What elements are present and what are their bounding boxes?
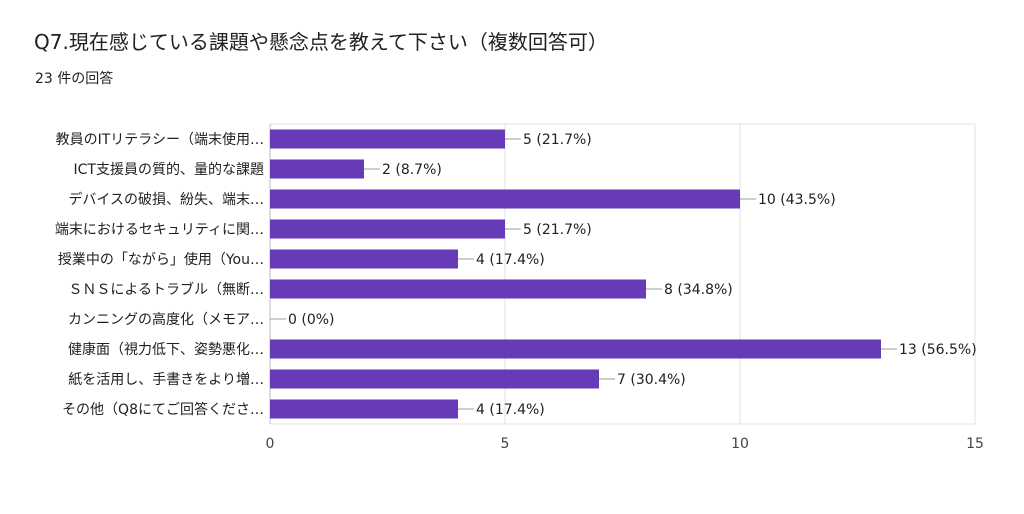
x-axis-ticks: 0 5 10 15 [266,436,984,452]
data-label: 5 (21.7%) [523,132,592,148]
bars [270,129,881,419]
category-labels: 教員のITリテラシー（端末使用… ICT支援員の質的、量的な課題デバイスの破損、紛… [55,131,264,418]
category-label: ICT支援員の質的、量的な課題 [74,162,264,178]
bar [270,189,740,209]
bar [270,129,505,149]
category-label: ＳＮＳによるトラブル（無断… [68,281,264,298]
category-label: カンニングの高度化（メモア… [68,311,264,328]
category-label: その他（Q8にてご回答くださ… [62,401,264,418]
bar [270,249,458,269]
response-count: 23 件の回答 [35,71,114,87]
category-label: 健康面（視力低下、姿勢悪化… [68,341,264,358]
x-tick-label: 10 [731,436,749,452]
x-tick-label: 0 [266,436,275,452]
bar [270,219,505,239]
data-label: 13 (56.5%) [899,342,977,358]
bar [270,339,881,359]
bar [270,279,646,299]
category-label: 教員のITリテラシー（端末使用… [56,131,264,148]
data-label: 8 (34.8%) [664,282,733,298]
chart-title: Q7.現在感じている課題や懸念点を教えて下さい（複数回答可） [34,30,608,54]
bar [270,159,364,179]
data-label: 4 (17.4%) [476,252,545,268]
category-label: 紙を活用し、手書きをより増… [68,372,264,388]
data-label: 2 (8.7%) [382,162,442,178]
data-label: 0 (0%) [288,312,335,328]
data-label: 5 (21.7%) [523,222,592,238]
data-label: 4 (17.4%) [476,402,545,418]
x-tick-label: 15 [966,436,984,452]
category-label: 授業中の「ながら」使用（You… [58,251,264,268]
bar [270,399,458,419]
category-label: デバイスの破損、紛失、端末… [68,191,264,208]
data-label: 7 (30.4%) [617,372,686,388]
category-label: 端末におけるセキュリティに関… [55,222,264,238]
data-label: 10 (43.5%) [758,192,836,208]
x-tick-label: 5 [501,436,510,452]
bar [270,369,599,389]
data-labels: 5 (21.7%) 2 (8.7%) 10 (43.5%) 5 (21.7%) 4 (1… [270,132,977,418]
